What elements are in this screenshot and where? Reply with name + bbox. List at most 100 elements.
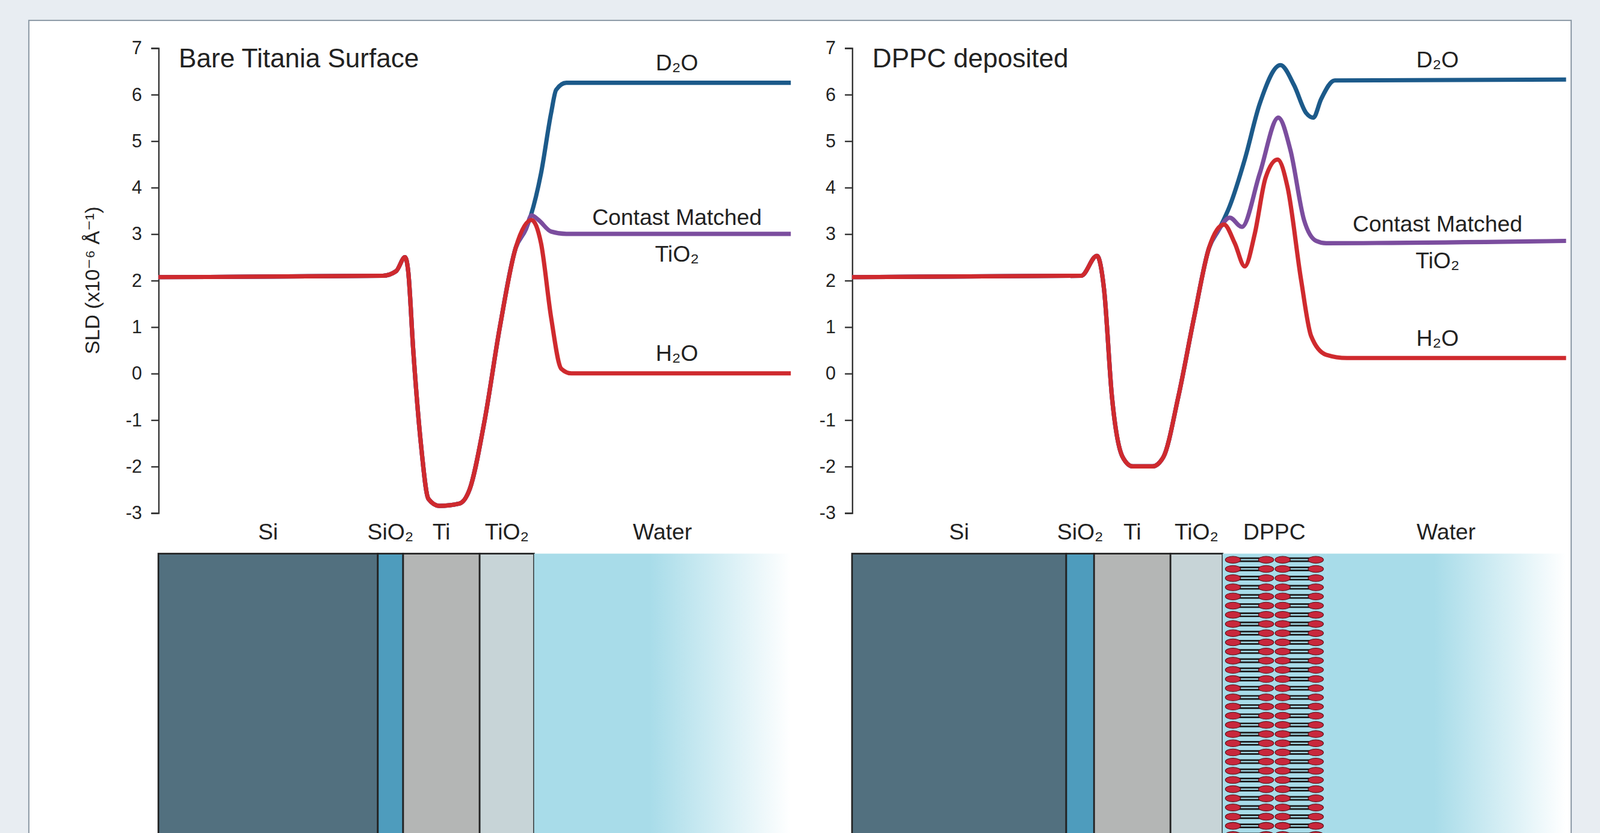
- plot-area: [158, 83, 791, 507]
- lipid-head: [1258, 565, 1274, 573]
- lipid-head: [1275, 694, 1291, 702]
- tick-label: 1: [825, 316, 836, 337]
- tick-label: -1: [819, 409, 836, 431]
- tick-label: 3: [825, 223, 836, 244]
- lipid-head: [1308, 813, 1324, 821]
- tick-label: -2: [819, 456, 836, 477]
- tick-mark: [151, 94, 159, 96]
- tick-label: 0: [825, 362, 836, 384]
- tick-label: 3: [131, 223, 143, 244]
- lipid-head: [1225, 556, 1241, 564]
- tick: 1: [825, 316, 853, 337]
- tick: -3: [819, 502, 853, 523]
- lipid-head: [1308, 574, 1324, 582]
- tick-mark: [151, 47, 159, 49]
- lipid-head: [1225, 666, 1241, 674]
- lipid-head: [1258, 740, 1274, 748]
- layer: [377, 554, 404, 833]
- lipid-head: [1275, 795, 1291, 803]
- tick-label: 7: [131, 37, 143, 58]
- tick: 4: [131, 176, 159, 198]
- lipid-head: [1308, 666, 1324, 674]
- lipid-head: [1275, 685, 1291, 693]
- lipid-head: [1308, 620, 1324, 629]
- series-line: [158, 220, 791, 507]
- tick-label: 2: [825, 270, 836, 291]
- lipid-head: [1308, 785, 1324, 794]
- tick-mark: [151, 234, 159, 236]
- tick-label: 6: [825, 84, 836, 105]
- lipid-head: [1225, 675, 1241, 683]
- lipid-head: [1275, 703, 1291, 711]
- lipid-head: [1258, 639, 1274, 647]
- tick: -1: [125, 409, 159, 431]
- lipid-head: [1225, 639, 1241, 647]
- lipid-head: [1275, 776, 1291, 785]
- lipid-head: [1275, 832, 1291, 833]
- tick: 0: [825, 362, 853, 384]
- lipid-head: [1225, 749, 1241, 757]
- lipid-head: [1225, 822, 1241, 830]
- series-label: Contast MatchedTiO₂: [592, 204, 762, 267]
- lipid-head: [1308, 611, 1324, 619]
- layer-label: Water: [1416, 519, 1476, 545]
- series-label: D₂O: [1416, 46, 1459, 73]
- layer-label: TiO₂: [484, 519, 529, 545]
- lipid-head: [1258, 666, 1274, 674]
- lipid-head: [1258, 593, 1274, 601]
- lipid-head: [1275, 731, 1291, 739]
- tick: 1: [131, 316, 159, 337]
- lipid-head: [1258, 620, 1274, 629]
- lipid-head: [1258, 731, 1274, 739]
- layer-label: DPPC: [1243, 519, 1306, 545]
- lipid-head: [1258, 832, 1274, 833]
- lipid-head: [1275, 565, 1291, 573]
- layer-label: TiO₂: [1174, 519, 1219, 545]
- tick: 0: [131, 362, 159, 384]
- lipid-head: [1258, 795, 1274, 803]
- tick-label: -2: [125, 456, 143, 477]
- lipid-head: [1258, 556, 1274, 564]
- lipid-head: [1225, 657, 1241, 665]
- tick-mark: [151, 466, 159, 468]
- figure: SiSiO₂TiTiO₂Water-3-2-101234567SLD (x10⁻…: [0, 0, 1600, 833]
- tick: -2: [819, 456, 853, 477]
- tick-mark: [151, 373, 159, 375]
- lipid-head: [1308, 749, 1324, 757]
- tick: 7: [825, 37, 853, 58]
- lipid-head: [1275, 675, 1291, 683]
- lipid-head: [1258, 712, 1274, 720]
- lipid-head: [1275, 722, 1291, 730]
- tick-label: -3: [819, 502, 836, 523]
- tick-mark: [151, 512, 159, 514]
- layer-label: Si: [258, 519, 278, 545]
- layer-label: Water: [633, 519, 692, 545]
- series-line: [852, 159, 1567, 467]
- lipid-head: [1225, 785, 1241, 794]
- layer-label: SiO₂: [367, 519, 414, 545]
- layer: [1066, 554, 1094, 833]
- tick-mark: [151, 420, 159, 422]
- tick: -1: [819, 409, 853, 431]
- tick: 3: [131, 223, 159, 244]
- schematic: [158, 554, 791, 833]
- tick-mark: [844, 512, 853, 514]
- lipid-head: [1308, 648, 1324, 656]
- tick-mark: [844, 420, 853, 422]
- series-label: Contast MatchedTiO₂: [1352, 211, 1523, 274]
- tick-label: 5: [825, 130, 836, 152]
- lipid-head: [1308, 694, 1324, 702]
- lipid-head: [1258, 694, 1274, 702]
- panel-title: Bare Titania Surface: [178, 43, 419, 73]
- lipid-head: [1275, 648, 1291, 656]
- lipid-head: [1258, 574, 1274, 582]
- tick: 6: [825, 84, 853, 105]
- lipid-head: [1308, 639, 1324, 647]
- lipid-head: [1308, 822, 1324, 830]
- lipid-head: [1308, 832, 1324, 833]
- lipid-head: [1308, 731, 1324, 739]
- series-line: [158, 83, 791, 507]
- layer: [1170, 554, 1223, 833]
- lipid-head: [1308, 630, 1324, 638]
- lipid-head: [1225, 767, 1241, 776]
